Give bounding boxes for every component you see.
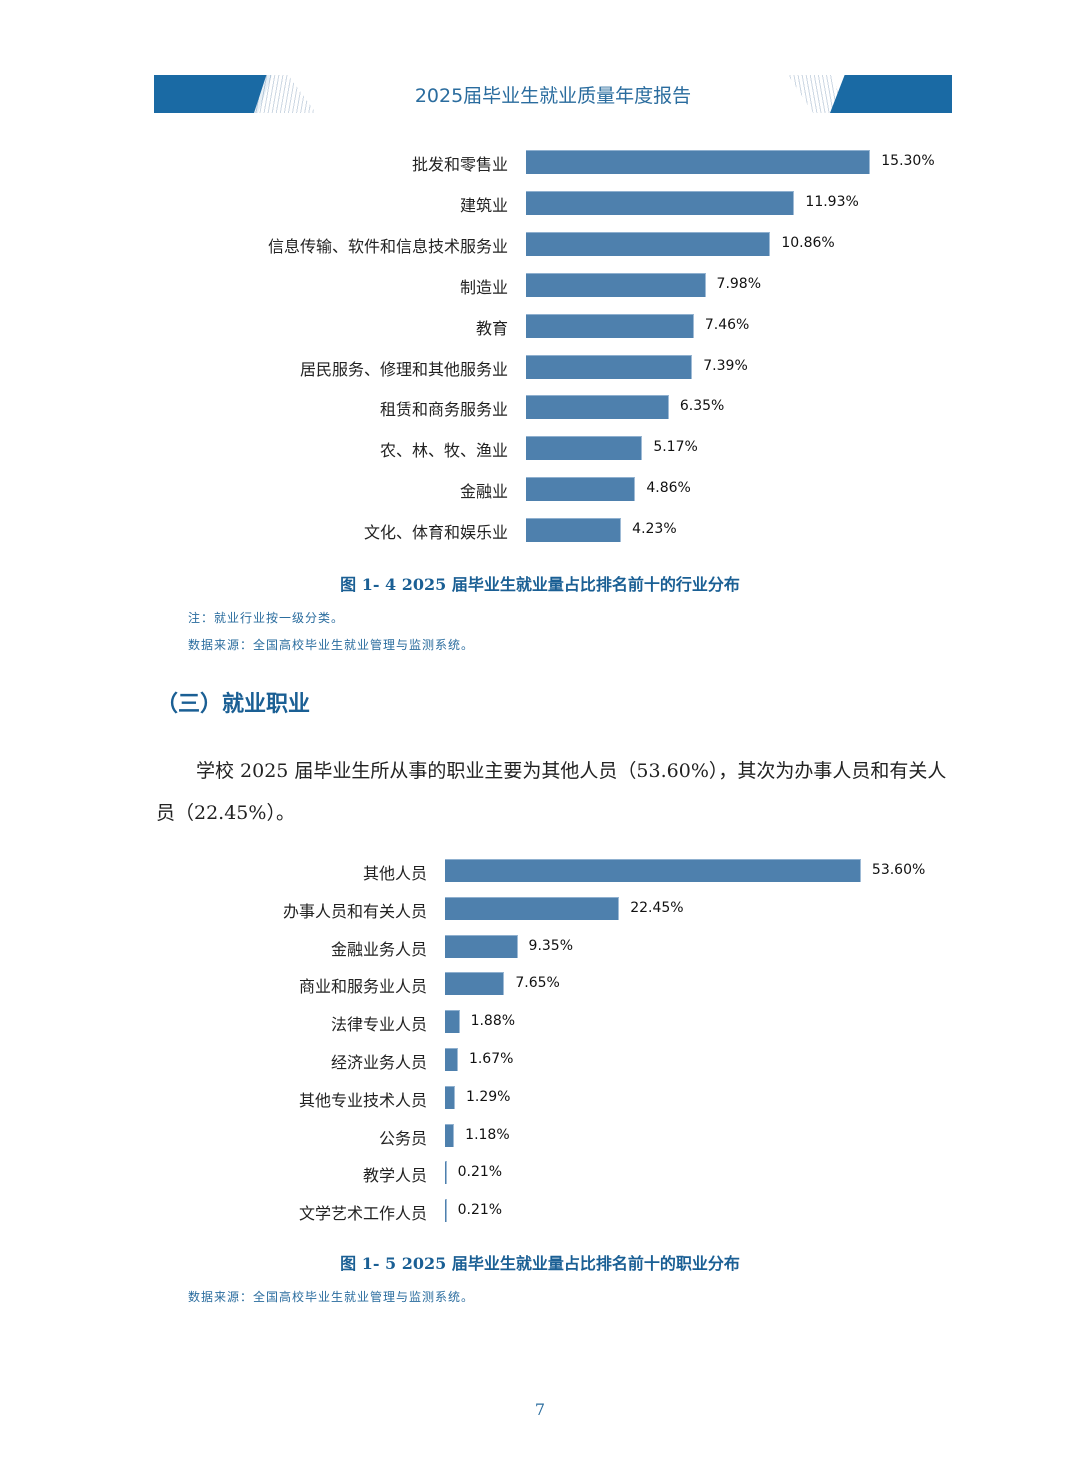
value-label: 11.93% <box>805 193 859 210</box>
value-label: 1.18% <box>465 1126 510 1143</box>
category-label: 信息传输、软件和信息技术服务业 <box>267 236 508 256</box>
category-label: 办事人员和有关人员 <box>282 901 427 921</box>
report-title: 2025届毕业生就业质量年度报告 <box>414 85 692 107</box>
value-label: 9.35% <box>528 937 574 954</box>
header-left-band <box>154 75 272 113</box>
category-label: 商业和服务业人员 <box>298 977 427 997</box>
value-label: 7.39% <box>703 357 748 374</box>
chart-row: 经济业务人员 1.67% <box>0 1048 1080 1072</box>
figure-5-caption: 图 1- 5 2025 届毕业生就业量占比排名前十的职业分布 <box>340 1254 740 1273</box>
bar <box>445 1085 455 1109</box>
value-label: 1.67% <box>468 1051 514 1067</box>
bar <box>445 859 861 882</box>
bar <box>526 190 795 215</box>
category-label: 经济业务人员 <box>330 1053 427 1072</box>
chart-row: 法律专业人员 1.88% <box>0 1010 1080 1035</box>
value-label: 15.30% <box>881 153 935 169</box>
category-label: 公务员 <box>378 1128 427 1148</box>
chart-row: 商业和服务业人员 7.65% <box>0 972 1080 997</box>
category-label: 文学艺术工作人员 <box>298 1204 427 1224</box>
value-label: 7.98% <box>716 275 762 292</box>
value-label: 7.46% <box>704 316 750 333</box>
industry-bar-chart: 批发和零售业 15.30% 建筑业 11.93% 信息传输、软件和信息技术服务业 10.8… <box>0 150 1080 550</box>
value-label: 0.21% <box>457 1202 503 1219</box>
figure-4-note: 注：就业行业按一级分类。 <box>188 611 345 625</box>
chart-row: 建筑业 11.93% <box>0 190 1080 215</box>
value-label: 5.17% <box>653 439 698 456</box>
bar <box>445 1199 447 1223</box>
figure-5-source: 数据来源：全国高校毕业生就业管理与监测系统。 <box>188 1290 475 1304</box>
chart-row: 其他专业技术人员 1.29% <box>0 1085 1080 1110</box>
chart-row: 金融业务人员 9.35% <box>0 934 1080 959</box>
bar <box>526 150 871 174</box>
chart-row: 教育 7.46% <box>0 313 1080 338</box>
bar <box>526 436 643 461</box>
value-label: 6.35% <box>679 398 725 415</box>
category-label: 农、林、牧、渔业 <box>379 441 508 461</box>
value-label: 1.88% <box>470 1013 516 1030</box>
value-label: 1.29% <box>466 1088 511 1105</box>
bar <box>526 231 771 256</box>
category-label: 批发和零售业 <box>411 155 508 174</box>
chart-row: 农、林、牧、渔业 5.17% <box>0 436 1080 461</box>
bar <box>526 518 622 543</box>
category-label: 建筑业 <box>459 195 508 215</box>
bar <box>445 934 518 958</box>
category-label: 法律专业人员 <box>330 1015 427 1035</box>
chart-row: 居民服务、修理和其他服务业 7.39% <box>0 354 1080 379</box>
figure-4-source: 数据来源：全国高校毕业生就业管理与监测系统。 <box>188 638 475 652</box>
value-label: 4.23% <box>632 521 677 538</box>
bar <box>445 896 620 920</box>
bar <box>526 395 669 420</box>
value-label: 53.60% <box>871 862 926 878</box>
page-header: 2025届毕业生就业质量年度报告 <box>154 75 952 113</box>
page-number: 7 <box>534 1400 546 1419</box>
chart-row: 文化、体育和娱乐业 4.23% <box>0 518 1080 543</box>
chart-row: 公务员 1.18% <box>0 1123 1080 1148</box>
bar <box>445 1048 458 1071</box>
bar <box>526 354 693 379</box>
category-label: 教育 <box>475 318 508 338</box>
paragraph-text: 学校 2025 届毕业生所从事的职业主要为其他人员（53.60%），其次为办事人… <box>156 760 947 824</box>
value-label: 22.45% <box>630 899 684 916</box>
chart-row: 制造业 7.98% <box>0 272 1080 297</box>
category-label: 租赁和商务服务业 <box>379 400 508 420</box>
body-paragraph: 学校 2025 届毕业生所从事的职业主要为其他人员（53.60%），其次为办事人… <box>156 750 956 834</box>
section-title: （三）就业职业 <box>156 692 311 717</box>
value-label: 10.86% <box>781 234 835 251</box>
chart-row: 其他人员 53.60% <box>0 859 1080 883</box>
category-label: 其他专业技术人员 <box>298 1090 427 1110</box>
value-label: 0.21% <box>457 1164 503 1181</box>
chart-row: 金融业 4.86% <box>0 477 1080 502</box>
category-label: 居民服务、修理和其他服务业 <box>299 359 508 379</box>
category-label: 金融业 <box>459 482 508 502</box>
bar <box>445 972 505 996</box>
bar <box>445 1123 455 1147</box>
chart-row: 信息传输、软件和信息技术服务业 10.86% <box>0 231 1080 256</box>
chart-row: 批发和零售业 15.30% <box>0 150 1080 174</box>
bar <box>526 272 706 297</box>
chart-row: 租赁和商务服务业 6.35% <box>0 395 1080 420</box>
header-right-band <box>830 75 952 113</box>
category-label: 制造业 <box>459 277 508 297</box>
bar <box>526 477 636 502</box>
figure-4-caption: 图 1- 4 2025 届毕业生就业量占比排名前十的行业分布 <box>340 575 740 594</box>
bar <box>445 1010 460 1034</box>
chart-row: 办事人员和有关人员 22.45% <box>0 896 1080 921</box>
category-label: 文化、体育和娱乐业 <box>363 523 508 543</box>
bar <box>526 313 694 338</box>
chart-row: 教学人员 0.21% <box>0 1161 1080 1186</box>
value-label: 4.86% <box>646 480 691 497</box>
chart-row: 文学艺术工作人员 0.21% <box>0 1199 1080 1224</box>
category-label: 教学人员 <box>362 1166 427 1186</box>
category-label: 其他人员 <box>362 864 427 883</box>
value-label: 7.65% <box>515 975 560 992</box>
bar <box>445 1161 447 1185</box>
category-label: 金融业务人员 <box>330 939 427 959</box>
occupation-bar-chart: 其他人员 53.60% 办事人员和有关人员 22.45% 金融业务人员 9.35% 商业和服… <box>0 859 1080 1239</box>
